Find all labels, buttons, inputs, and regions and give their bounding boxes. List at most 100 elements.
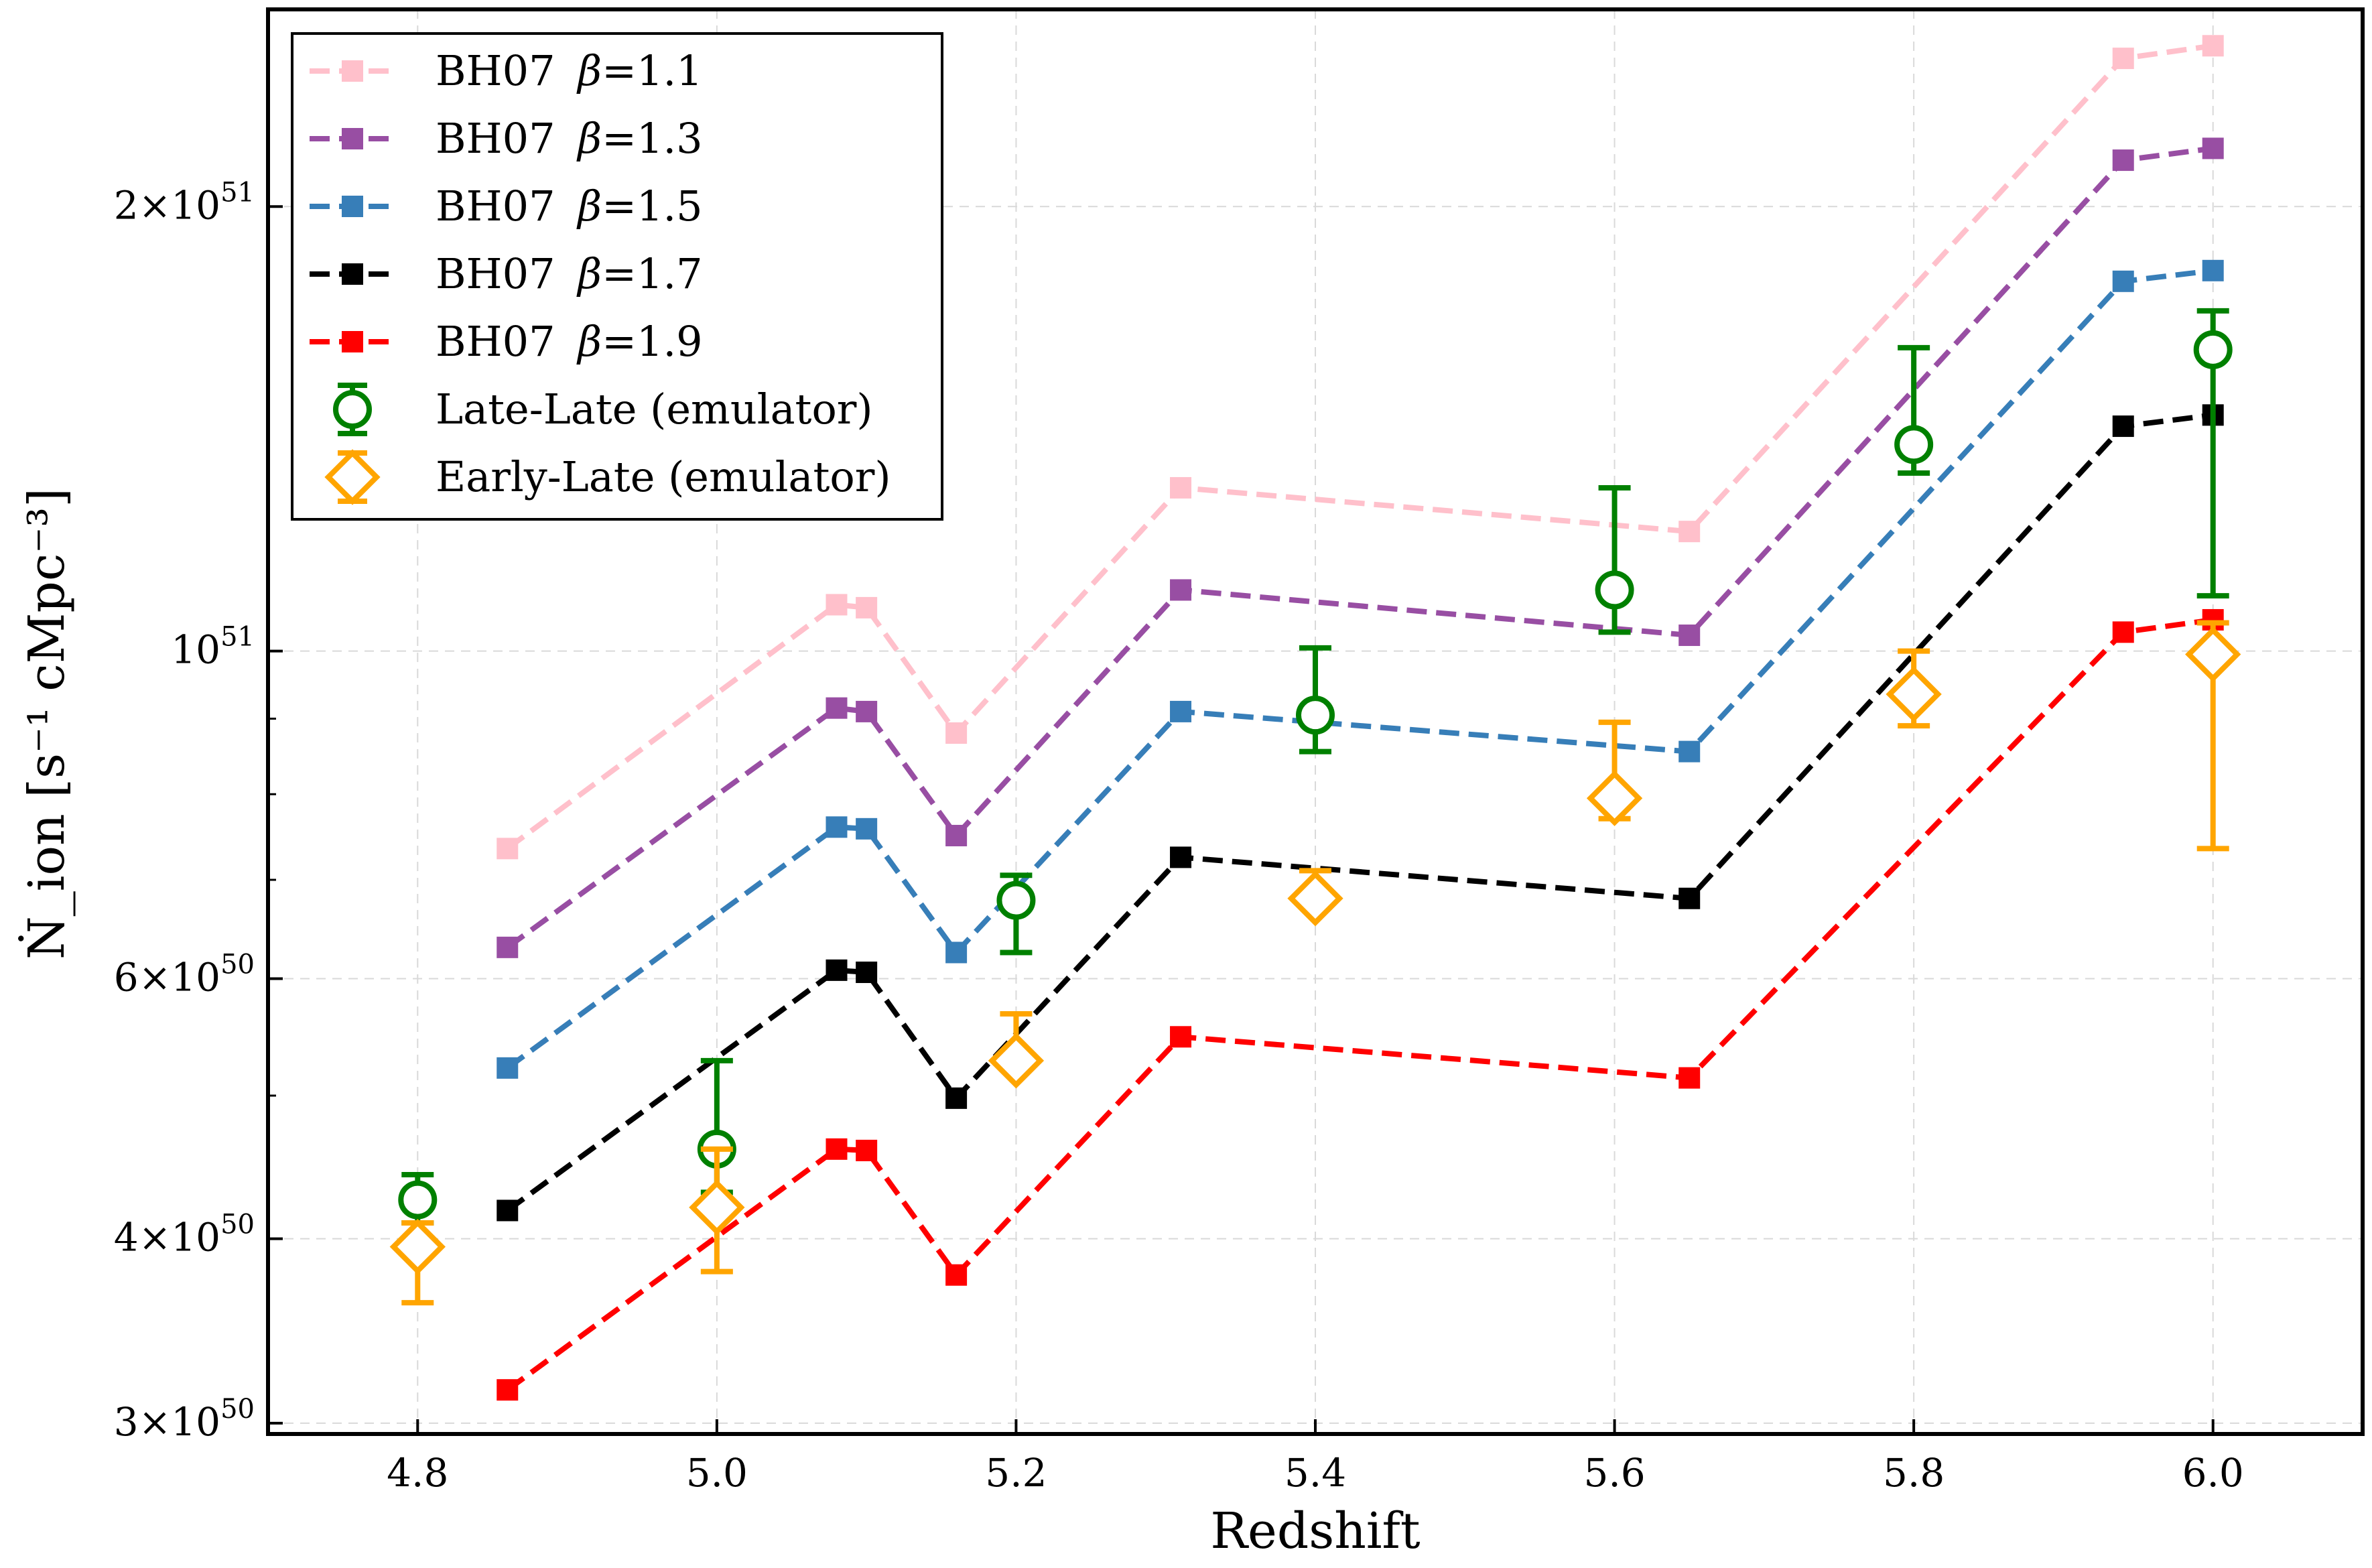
series-point bbox=[2202, 259, 2224, 281]
error-bar bbox=[1595, 484, 1634, 635]
legend: BH07 β=1.1 BH07 β=1.3 BH07 β=1.5 BH07 β=1.7… bbox=[291, 32, 943, 521]
series-point bbox=[2112, 149, 2134, 172]
model-series bbox=[497, 35, 2224, 1401]
legend-marker bbox=[333, 390, 372, 429]
legend-label: Late-Late (emulator) bbox=[436, 385, 873, 434]
series-point bbox=[1678, 521, 1701, 543]
series-point bbox=[1170, 700, 1192, 722]
legend-item-5: BH07 β=1.9 bbox=[310, 317, 703, 366]
y-tick-label: 3×1050 bbox=[114, 1394, 255, 1445]
series-3 bbox=[497, 259, 2224, 1079]
series-point bbox=[826, 594, 848, 616]
series-point bbox=[1678, 1067, 1701, 1089]
series-2 bbox=[497, 137, 2224, 958]
legend-label: BH07 β=1.9 bbox=[436, 317, 703, 366]
axis-ticks: 4.8 5.0 5.2 5.4 5.6 5.8 6.0 3×1050 4×1050 6×1050 1… bbox=[114, 177, 2244, 1496]
series-point bbox=[945, 1087, 968, 1109]
data-point bbox=[1586, 770, 1643, 826]
legend-item-3: BH07 β=1.5 bbox=[310, 182, 703, 231]
x-axis-label: Redshift bbox=[1210, 1502, 1421, 1560]
series-point bbox=[2112, 48, 2134, 70]
x-tick-label: 5.0 bbox=[686, 1450, 748, 1496]
y-tick-exponent: 51 bbox=[220, 622, 255, 653]
series-point bbox=[1170, 476, 1192, 499]
series-point bbox=[945, 941, 968, 964]
x-tick-label: 5.6 bbox=[1583, 1450, 1645, 1496]
y-tick-exponent: 50 bbox=[220, 950, 255, 980]
series-point bbox=[1678, 740, 1701, 763]
emulator-series-2 bbox=[389, 620, 2241, 1306]
data-point bbox=[1886, 666, 1942, 722]
error-bar bbox=[2185, 620, 2241, 852]
series-point bbox=[826, 697, 848, 719]
x-tick-label: 4.8 bbox=[387, 1450, 448, 1496]
series-point bbox=[1678, 625, 1701, 647]
legend-label: Early-Late (emulator) bbox=[436, 452, 891, 501]
series-point bbox=[1170, 579, 1192, 601]
series-point bbox=[497, 1199, 519, 1222]
data-point bbox=[1894, 425, 1934, 464]
legend-marker bbox=[342, 263, 363, 285]
data-point bbox=[1296, 696, 1335, 735]
data-point bbox=[2185, 626, 2241, 683]
legend-item-2: BH07 β=1.3 bbox=[310, 114, 703, 163]
legend-item-emulator-2: Early-Late (emulator) bbox=[324, 449, 891, 505]
error-bar bbox=[2193, 308, 2233, 599]
series-point bbox=[497, 1379, 519, 1401]
y-tick-exponent: 51 bbox=[220, 177, 255, 208]
series-point bbox=[945, 824, 968, 846]
series-point bbox=[856, 1139, 878, 1161]
data-point bbox=[1287, 870, 1343, 927]
legend-label: BH07 β=1.1 bbox=[436, 46, 703, 95]
legend-label: BH07 β=1.3 bbox=[436, 114, 703, 163]
series-point bbox=[856, 596, 878, 618]
x-tick-label: 5.8 bbox=[1883, 1450, 1945, 1496]
y-tick-label: 2×1051 bbox=[114, 177, 255, 228]
x-tick-label: 6.0 bbox=[2182, 1450, 2244, 1496]
series-line bbox=[505, 145, 2214, 950]
series-point bbox=[826, 816, 848, 838]
series-point bbox=[497, 1057, 519, 1079]
series-point bbox=[2112, 415, 2134, 438]
legend-marker bbox=[342, 331, 363, 352]
series-point bbox=[2202, 137, 2224, 159]
error-bar bbox=[996, 872, 1036, 956]
series-point bbox=[1170, 846, 1192, 868]
y-tick-label: 6×1050 bbox=[114, 950, 255, 1000]
x-tick-label: 5.2 bbox=[985, 1450, 1047, 1496]
legend-marker bbox=[342, 196, 363, 217]
series-4 bbox=[497, 404, 2224, 1222]
series-point bbox=[1678, 887, 1701, 909]
series-point bbox=[1170, 1026, 1192, 1048]
error-bar bbox=[689, 1146, 745, 1275]
data-point bbox=[389, 1218, 446, 1275]
series-point bbox=[856, 962, 878, 984]
y-tick-mantissa: 6 bbox=[114, 955, 139, 1000]
y-tick-label: 4×1050 bbox=[114, 1210, 255, 1260]
series-point bbox=[856, 700, 878, 722]
data-point bbox=[988, 1033, 1045, 1089]
x-tick-label: 5.4 bbox=[1284, 1450, 1346, 1496]
legend-marker bbox=[342, 128, 363, 149]
error-bar bbox=[1586, 719, 1643, 826]
data-point bbox=[996, 880, 1036, 920]
y-tick-mantissa: 2 bbox=[114, 182, 139, 228]
legend-item-emulator-1: Late-Late (emulator) bbox=[333, 383, 873, 436]
series-point bbox=[2202, 35, 2224, 57]
series-point bbox=[2112, 621, 2134, 643]
data-point bbox=[398, 1180, 438, 1220]
series-point bbox=[2112, 270, 2134, 292]
legend-label: BH07 β=1.5 bbox=[436, 182, 703, 231]
y-axis-label: Ṅ_ion [s⁻¹ cMpc⁻³] bbox=[17, 488, 76, 960]
series-point bbox=[945, 1264, 968, 1286]
series-5 bbox=[497, 608, 2224, 1401]
y-tick-exponent: 50 bbox=[220, 1394, 255, 1425]
error-bar bbox=[1894, 344, 1934, 476]
series-line bbox=[505, 412, 2214, 1213]
y-tick-exponent: 50 bbox=[220, 1210, 255, 1240]
error-bar bbox=[389, 1218, 446, 1306]
series-point bbox=[945, 722, 968, 744]
series-1 bbox=[497, 35, 2224, 860]
series-point bbox=[856, 818, 878, 840]
